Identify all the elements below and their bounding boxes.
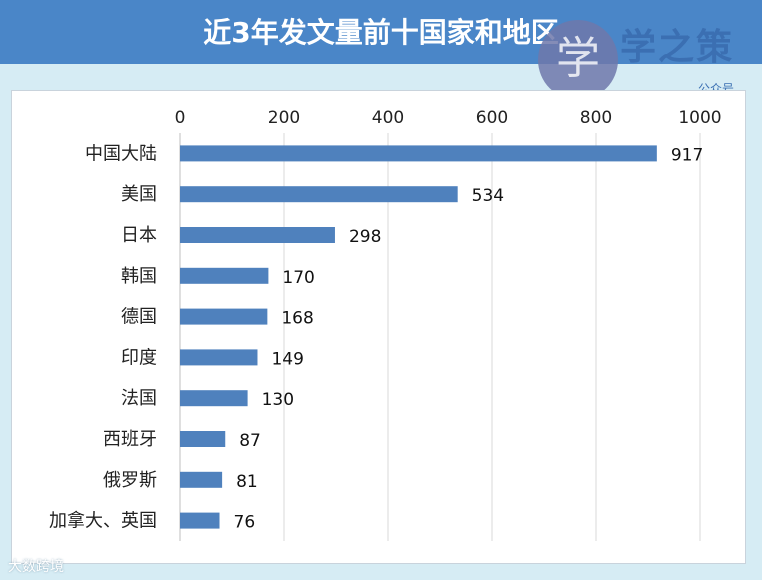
watermark: 大数跨境 (8, 559, 64, 575)
category-label: 日本 (121, 225, 157, 246)
bar (180, 145, 657, 162)
chart-title: 近3年发文量前十国家和地区 (203, 16, 559, 49)
category-label: 俄罗斯 (103, 470, 157, 491)
data-label: 149 (271, 349, 303, 369)
category-label: 加拿大、英国 (49, 510, 157, 532)
x-tick-label: 400 (372, 108, 404, 128)
data-label: 917 (671, 145, 703, 165)
data-label: 168 (281, 309, 313, 329)
logo-badge-icon: 学 (538, 20, 618, 100)
data-label: 170 (282, 268, 314, 288)
data-label: 298 (349, 227, 381, 247)
x-tick-label: 600 (476, 108, 508, 128)
bar (180, 308, 268, 325)
bar (180, 512, 220, 529)
logo: 学 学之策 公众号 (538, 14, 752, 100)
category-label: 韩国 (121, 266, 157, 287)
data-label: 81 (236, 472, 258, 492)
x-tick-label: 200 (268, 108, 300, 128)
data-label: 130 (262, 390, 294, 410)
x-tick-label: 800 (580, 108, 612, 128)
bar (180, 227, 335, 243)
bar (180, 390, 248, 407)
category-label: 美国 (121, 184, 157, 205)
category-label: 中国大陆 (85, 143, 157, 164)
bar (180, 471, 223, 488)
bar (180, 349, 258, 366)
bar (180, 186, 458, 203)
data-label: 76 (234, 513, 256, 533)
logo-text: 学之策 (620, 27, 735, 68)
bar-chart: 0 200 400 600 800 1000 中国大陆 917 美国 534 日本 298 韩国 170 德… (49, 108, 722, 541)
data-label: 87 (239, 431, 261, 451)
bar (180, 267, 269, 284)
category-label: 法国 (121, 388, 157, 409)
chart-panel: 0 200 400 600 800 1000 中国大陆 917 美国 534 日本 298 韩国 170 德… (11, 90, 746, 564)
category-label: 德国 (121, 307, 157, 328)
title-bar (0, 0, 762, 64)
category-label: 印度 (121, 347, 157, 368)
x-tick-label: 1000 (678, 108, 721, 128)
bar (180, 431, 226, 447)
data-label: 534 (472, 186, 504, 206)
x-tick-label: 0 (175, 108, 186, 128)
category-label: 西班牙 (103, 429, 157, 450)
